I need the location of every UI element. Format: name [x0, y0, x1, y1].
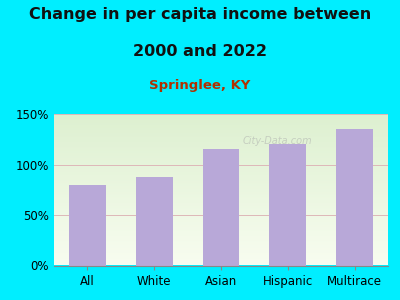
- Bar: [203, 149, 239, 266]
- Text: Change in per capita income between: Change in per capita income between: [29, 8, 371, 22]
- Bar: [336, 129, 373, 266]
- Text: City-Data.com: City-Data.com: [243, 136, 312, 146]
- Text: Springlee, KY: Springlee, KY: [149, 80, 251, 92]
- Bar: [69, 185, 106, 266]
- Bar: [136, 177, 172, 266]
- Bar: [270, 144, 306, 266]
- Text: 2000 and 2022: 2000 and 2022: [133, 44, 267, 59]
